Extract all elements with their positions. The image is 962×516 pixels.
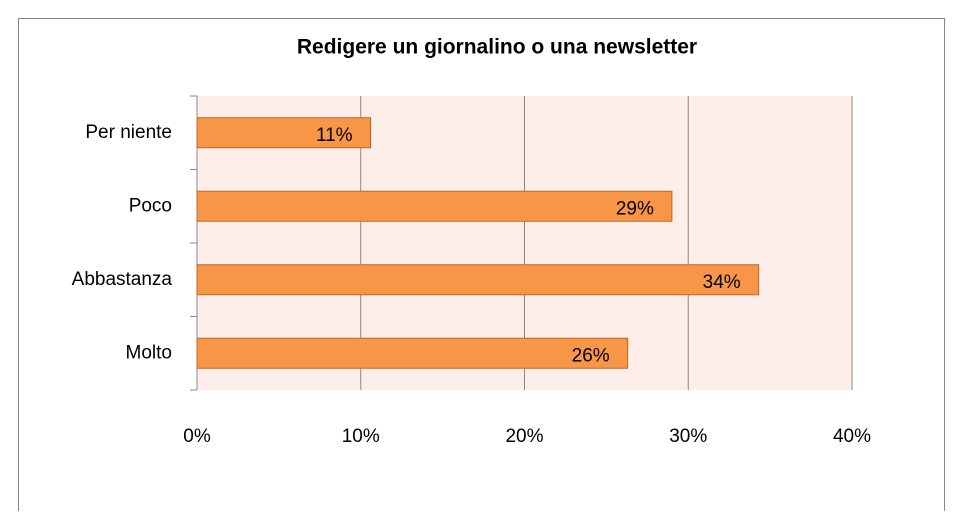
- y-tick-label: Molto: [126, 342, 172, 363]
- x-tick-label: 0%: [183, 426, 211, 447]
- x-tick-label: 10%: [342, 426, 380, 447]
- x-tick-label: 40%: [833, 426, 871, 447]
- y-tick-label: Poco: [129, 195, 172, 216]
- x-tick-label: 20%: [505, 426, 543, 447]
- data-label: 34%: [703, 272, 741, 293]
- data-label: 26%: [572, 345, 610, 366]
- x-tick-label: 30%: [669, 426, 707, 447]
- data-label: 29%: [616, 198, 654, 219]
- y-tick-label: Abbastanza: [72, 269, 173, 290]
- bar: [196, 117, 372, 149]
- y-tick-label: Per niente: [85, 122, 172, 143]
- chart-title: Redigere un giornalino o una newsletter: [297, 36, 697, 59]
- bar: [196, 337, 629, 369]
- bar: [196, 264, 760, 296]
- data-label: 11%: [316, 125, 353, 146]
- bar: [196, 190, 673, 222]
